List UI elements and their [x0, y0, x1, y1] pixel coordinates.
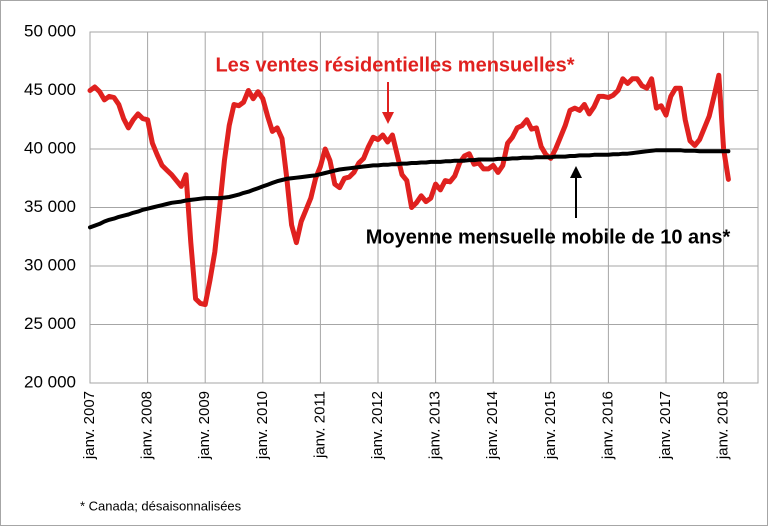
arrow-head	[382, 112, 394, 124]
y-tick-label: 35 000	[24, 197, 76, 216]
series-line	[88, 148, 731, 230]
y-tick-label: 50 000	[24, 21, 76, 40]
plot-border	[89, 31, 759, 384]
x-tick-label: janv. 2010	[254, 391, 271, 460]
y-tick-label: 40 000	[24, 138, 76, 157]
y-tick-label: 45 000	[24, 80, 76, 99]
x-tick-label: janv. 2015	[542, 391, 559, 460]
x-tick-label: janv. 2017	[657, 391, 674, 460]
x-tick-label: janv. 2016	[599, 391, 616, 460]
y-tick-label: 20 000	[24, 372, 76, 391]
lines	[87, 72, 731, 308]
x-tick-label: janv. 2012	[369, 391, 386, 460]
series-line	[87, 72, 731, 308]
x-tick-label: janv. 2018	[715, 391, 732, 460]
footnote: * Canada; désaisonnalisées	[80, 498, 242, 513]
x-tick-label: janv. 2009	[196, 391, 213, 460]
arrow-head	[570, 166, 582, 178]
series-label: Moyenne mensuelle mobile de 10 ans*	[366, 226, 731, 248]
x-tick-label: janv. 2008	[139, 391, 156, 460]
y-tick-label: 25 000	[24, 314, 76, 333]
x-tick-label: janv. 2013	[427, 391, 444, 460]
y-tick-label: 30 000	[24, 255, 76, 274]
x-tick-label: janv. 2014	[484, 391, 501, 460]
x-tick-label: janv. 2011	[311, 391, 328, 459]
x-tick-label: janv. 2007	[81, 391, 98, 460]
series-label: Les ventes résidentielles mensuelles*	[215, 54, 574, 76]
